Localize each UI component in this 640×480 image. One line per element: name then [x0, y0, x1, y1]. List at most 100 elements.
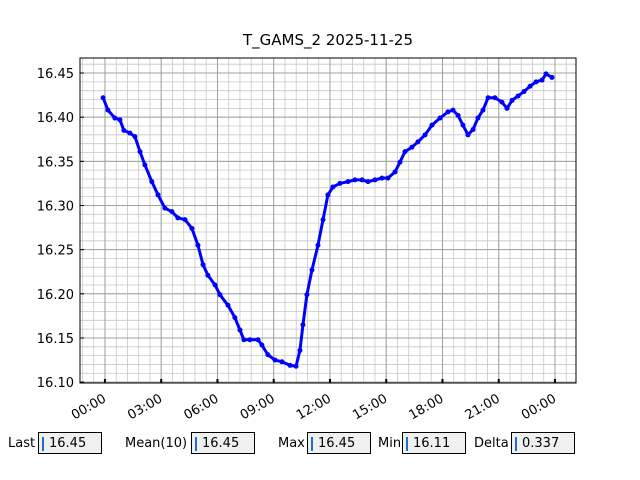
data-point [509, 97, 515, 103]
stat-label: Min [378, 436, 402, 451]
data-point [155, 192, 161, 198]
x-tick-label: 09:00 [238, 391, 278, 423]
data-point [480, 107, 486, 113]
data-point [515, 93, 521, 99]
data-point [437, 115, 443, 121]
data-point [392, 169, 398, 175]
data-point [359, 177, 365, 183]
data-point [259, 342, 265, 348]
stat-field[interactable]: 0.337 [511, 432, 575, 454]
data-point [549, 74, 555, 80]
data-point [429, 122, 435, 128]
data-point [304, 292, 310, 298]
data-point [149, 179, 155, 185]
data-point [504, 105, 510, 111]
data-point [372, 177, 378, 183]
data-point [422, 132, 428, 138]
data-point [142, 162, 148, 168]
data-point [485, 95, 491, 101]
data-point [217, 292, 223, 298]
y-tick-label: 16.10 [37, 376, 74, 391]
x-tick-label: 18:00 [407, 391, 447, 423]
data-point [527, 83, 533, 89]
data-point [309, 267, 315, 273]
y-tick-label: 16.25 [37, 244, 74, 259]
data-point [352, 177, 358, 183]
data-point [137, 149, 143, 155]
stats-bar: Last 16.45 Mean(10) 16.45 Max 16.45 Min … [0, 432, 640, 458]
data-point [212, 282, 218, 288]
data-point [189, 225, 195, 231]
data-point [445, 109, 451, 115]
data-point [105, 107, 111, 113]
data-point [402, 149, 408, 155]
x-tick-label: 00:00 [519, 391, 559, 423]
stat-field[interactable]: 16.11 [402, 432, 466, 454]
data-point [121, 127, 127, 133]
data-point [232, 315, 238, 321]
data-point [225, 302, 231, 308]
data-point [237, 327, 243, 333]
stat-label: Mean(10) [125, 436, 188, 451]
data-point [265, 352, 271, 358]
data-point [287, 362, 293, 368]
y-tick-label: 16.15 [37, 332, 74, 347]
y-tick-label: 16.30 [37, 199, 74, 214]
data-point [297, 347, 303, 353]
data-point [117, 117, 123, 123]
stat-label: Max [278, 436, 305, 451]
data-point [175, 215, 181, 221]
data-point [127, 130, 133, 136]
x-tick-label: 03:00 [125, 391, 165, 423]
data-point [300, 322, 306, 328]
stat-field[interactable]: 16.45 [38, 432, 102, 454]
data-point [205, 272, 211, 278]
series-line [101, 72, 553, 368]
data-point [247, 337, 253, 343]
data-point [385, 175, 391, 181]
data-point [533, 79, 539, 85]
data-point [325, 192, 331, 198]
chart: T_GAMS_2 2025-11-25 16.10 16.15 16.20 16.25… [37, 31, 577, 423]
data-point [279, 359, 285, 365]
data-point [470, 127, 476, 133]
y-tick-label: 16.20 [37, 288, 74, 303]
x-tick-label: 15:00 [350, 391, 390, 423]
data-point [195, 242, 201, 248]
y-tick-label: 16.35 [37, 155, 74, 170]
data-point [475, 115, 481, 121]
stat-label: Delta [474, 436, 509, 451]
stat-field[interactable]: 16.45 [307, 432, 371, 454]
data-point [397, 159, 403, 165]
data-point [200, 262, 206, 268]
chart-title: T_GAMS_2 2025-11-25 [242, 31, 413, 50]
data-point [365, 179, 371, 185]
y-tick-label: 16.40 [37, 111, 74, 126]
data-point [455, 112, 461, 118]
x-tick-label: 06:00 [182, 391, 222, 423]
stat-label: Last [8, 436, 36, 451]
data-point [450, 107, 456, 113]
data-point [465, 132, 471, 138]
data-point [272, 357, 278, 363]
plot-frame [79, 57, 577, 384]
data-point [409, 144, 415, 150]
data-point [241, 337, 247, 343]
data-point [315, 242, 321, 248]
x-tick-label: 12:00 [294, 391, 334, 423]
data-point [499, 99, 505, 105]
data-point [293, 363, 299, 369]
data-point [255, 337, 261, 343]
data-point [169, 209, 175, 215]
data-point [112, 115, 118, 121]
data-point [415, 139, 421, 145]
data-point [132, 134, 138, 140]
data-point [337, 180, 343, 186]
data-point [345, 179, 351, 185]
x-tick-label: 21:00 [463, 391, 503, 423]
data-point [539, 77, 545, 83]
data-point [162, 205, 168, 211]
data-point [521, 89, 527, 95]
y-tick-label: 16.45 [37, 67, 74, 82]
stat-field[interactable]: 16.45 [191, 432, 255, 454]
